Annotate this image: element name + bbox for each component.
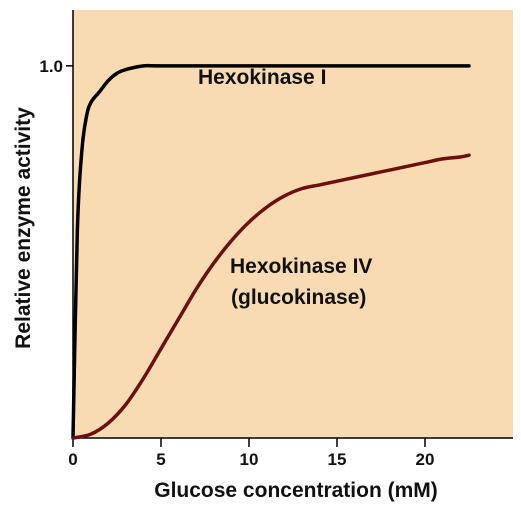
x-tick-label: 10: [240, 450, 259, 469]
series-label-hexokinase-1: Hexokinase I: [198, 66, 326, 89]
hexokinase-1-curve: [71, 63, 471, 440]
y-tick-label: 1.0: [39, 57, 63, 76]
hexokinase-4-curve: [71, 153, 471, 440]
series-label-hexokinase-4-line2: (glucokinase): [231, 286, 366, 309]
x-tick-label: 20: [416, 450, 435, 469]
x-axis-label: Glucose concentration (mM): [154, 479, 438, 502]
x-tick-label: 0: [68, 450, 77, 469]
y-axis-label: Relative enzyme activity: [12, 107, 35, 349]
x-tick-label: 15: [328, 450, 347, 469]
series-curves: [71, 63, 471, 440]
series-label-hexokinase-4-line1: Hexokinase IV: [230, 255, 372, 278]
plot-background: [73, 10, 513, 438]
x-tick-label: 5: [156, 450, 165, 469]
